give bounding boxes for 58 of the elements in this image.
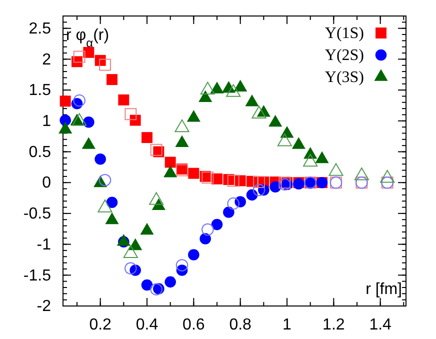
- x-tick-label: 0.6: [182, 316, 205, 334]
- point: [223, 206, 234, 218]
- x-tick-label: 1.2: [322, 316, 345, 334]
- point: [142, 132, 152, 144]
- y-tick-label: 1.5: [28, 82, 52, 100]
- y-axis-title: r φ$_{α}$(r): [66, 27, 110, 50]
- x-tick-label: 1: [282, 316, 292, 334]
- point: [202, 172, 214, 184]
- point: [118, 94, 130, 106]
- y-tick-label: -1: [36, 236, 52, 254]
- point: [60, 96, 71, 107]
- point: [211, 218, 223, 230]
- point: [164, 276, 176, 288]
- point: [164, 156, 176, 168]
- point: [73, 50, 86, 63]
- point: [98, 174, 112, 186]
- point: [246, 189, 258, 201]
- point: [202, 223, 214, 236]
- point: [94, 154, 106, 165]
- point: [124, 108, 137, 120]
- legend-label: Υ(3S): [324, 69, 364, 86]
- point: [130, 114, 141, 126]
- x-tick-label: 0.4: [136, 316, 158, 334]
- point: [227, 197, 240, 210]
- y-tick-label: 2.5: [28, 20, 52, 38]
- point: [83, 116, 94, 128]
- x-axis-title: r [fm]: [366, 281, 402, 298]
- y-tick-label: -0.5: [23, 206, 52, 223]
- point: [212, 173, 222, 184]
- point: [252, 184, 266, 196]
- point: [176, 259, 188, 272]
- point: [124, 262, 137, 274]
- y-tick-label: 0.5: [28, 144, 52, 161]
- point: [106, 74, 118, 86]
- y-tick-label: 0: [42, 174, 52, 192]
- point: [188, 168, 200, 179]
- point: [141, 279, 153, 291]
- point: [83, 46, 94, 58]
- y-tick-label: 2: [42, 51, 52, 68]
- point: [73, 94, 86, 107]
- point: [227, 174, 240, 187]
- point: [150, 283, 162, 296]
- point: [188, 249, 200, 260]
- x-tick-label: 1.4: [369, 316, 392, 334]
- point: [60, 114, 71, 126]
- legend-label: Υ(2S): [324, 47, 364, 64]
- y-tick-label: -2: [36, 298, 52, 316]
- y-tick-label: -1.5: [23, 267, 52, 284]
- x-tick-label: 0.8: [229, 316, 252, 334]
- point: [270, 181, 281, 193]
- y-tick-label: 1: [42, 113, 52, 130]
- point: [106, 196, 118, 208]
- legend-label: Υ(1S): [324, 25, 364, 42]
- point: [253, 176, 265, 188]
- point: [150, 144, 162, 156]
- point: [99, 58, 111, 71]
- x-tick-label: 0.2: [89, 316, 112, 334]
- point: [200, 233, 211, 244]
